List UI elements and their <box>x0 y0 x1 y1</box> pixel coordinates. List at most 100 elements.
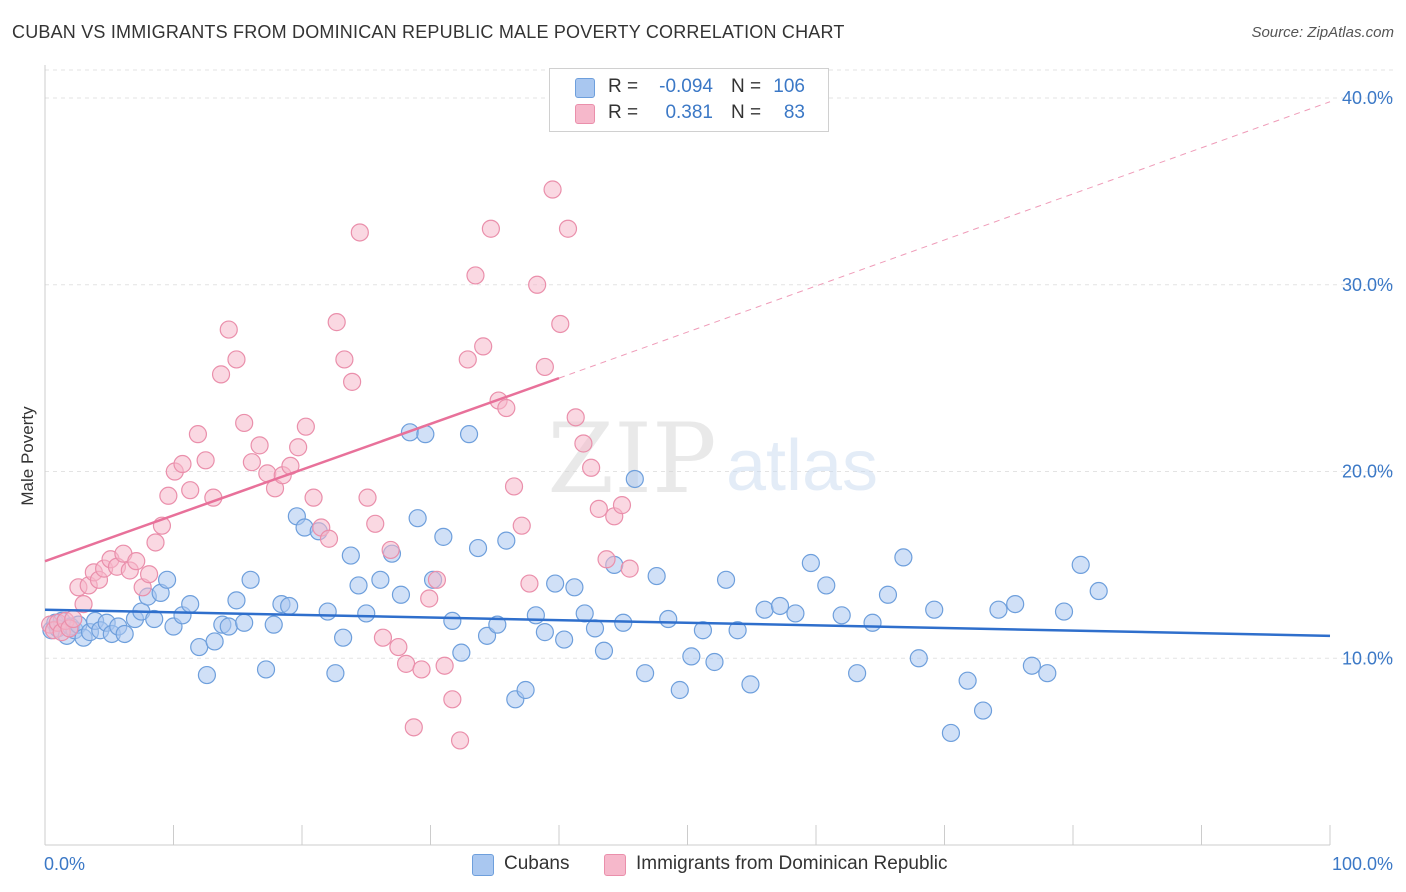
point-cubans <box>115 624 134 644</box>
point-cubans <box>516 680 535 700</box>
bottom-legend-swatch-dominican <box>604 854 626 876</box>
point-dominican <box>512 516 531 535</box>
point-cubans <box>219 617 238 636</box>
point-cubans <box>326 664 345 683</box>
point-cubans <box>477 626 497 645</box>
point-dominican <box>235 413 254 433</box>
trend-line-dominican-extension <box>558 101 1331 379</box>
point-dominican <box>296 417 315 436</box>
point-dominican <box>481 219 500 238</box>
point-dominican <box>497 398 516 418</box>
point-dominican <box>504 477 524 496</box>
point-cubans <box>741 675 760 694</box>
point-cubans <box>241 570 260 589</box>
point-cubans <box>371 570 390 589</box>
point-cubans <box>958 671 977 690</box>
point-cubans <box>728 621 747 640</box>
point-cubans <box>863 613 882 632</box>
point-cubans <box>848 664 867 683</box>
point-dominican <box>211 365 231 384</box>
point-cubans <box>264 615 283 634</box>
point-cubans <box>989 600 1008 619</box>
point-dominican <box>64 609 83 629</box>
x-tick-label: 0.0% <box>44 854 85 874</box>
point-cubans <box>693 621 713 640</box>
legend-row-cubans: R = -0.094 N = 106 <box>550 74 828 100</box>
point-dominican <box>127 552 146 571</box>
point-cubans <box>526 606 545 625</box>
point-dominican <box>589 499 608 518</box>
point-dominican <box>597 550 616 569</box>
point-dominican <box>335 350 354 369</box>
point-cubans <box>801 553 820 573</box>
trend-line-cubans <box>44 608 1331 638</box>
point-cubans <box>349 576 368 595</box>
point-cubans <box>535 623 554 642</box>
trend-lines <box>44 101 1331 638</box>
point-dominican <box>520 574 539 593</box>
point-cubans <box>625 469 644 489</box>
legend-swatch-dominican <box>575 104 595 124</box>
point-dominican <box>574 434 593 453</box>
tick-labels: 10.0% 20.0% 30.0% 40.0% 0.0% 100.0% <box>44 88 1393 874</box>
point-dominican <box>528 275 547 294</box>
point-dominican <box>450 731 470 750</box>
point-dominican <box>427 570 447 589</box>
legend-r-value: -0.094 <box>659 76 713 97</box>
point-dominican <box>304 488 323 507</box>
point-cubans <box>635 664 655 683</box>
point-cubans <box>334 628 353 647</box>
point-cubans <box>575 604 594 623</box>
point-dominican <box>558 219 578 238</box>
point-dominican <box>381 540 400 560</box>
point-dominican <box>219 320 238 339</box>
y-tick-label: 40.0% <box>1342 88 1393 108</box>
bottom-legend-swatch-cubans <box>472 854 494 876</box>
point-dominican <box>373 628 393 647</box>
point-dominican <box>327 313 346 332</box>
point-dominican <box>181 481 200 500</box>
point-dominican <box>582 458 601 477</box>
point-cubans <box>755 600 774 619</box>
point-cubans <box>497 531 516 550</box>
point-cubans <box>941 723 961 743</box>
point-dominican <box>146 533 165 552</box>
point-cubans <box>546 574 565 593</box>
point-cubans <box>909 649 928 668</box>
point-cubans <box>357 604 376 623</box>
scatter-points <box>41 180 1108 750</box>
point-dominican <box>620 559 639 578</box>
point-dominican <box>159 486 178 505</box>
point-cubans <box>878 585 898 604</box>
point-dominican <box>319 529 339 548</box>
point-dominican <box>443 690 462 709</box>
legend-n-value: 106 <box>773 76 805 97</box>
point-cubans <box>1022 656 1041 675</box>
source-label: Source: ZipAtlas.com <box>1251 24 1394 41</box>
legend-row-dominican: R = 0.381 N = 83 <box>550 100 828 126</box>
legend-r-value: 0.381 <box>665 102 713 123</box>
point-dominican <box>188 425 208 444</box>
legend-n-label: N = <box>731 76 762 97</box>
point-cubans <box>459 425 479 444</box>
point-dominican <box>389 637 408 657</box>
point-cubans <box>145 609 164 629</box>
point-dominican <box>420 589 439 608</box>
point-dominican <box>412 660 431 679</box>
legend-n-value: 83 <box>783 102 805 123</box>
point-cubans <box>832 606 851 625</box>
point-cubans <box>1089 581 1108 601</box>
point-dominican <box>566 408 585 427</box>
point-cubans <box>786 604 805 623</box>
point-dominican <box>435 656 454 675</box>
legend: R = -0.094 N = 106 R = 0.381 N = 83 <box>549 68 829 132</box>
trend-line-dominican <box>44 376 560 563</box>
point-cubans <box>391 585 411 604</box>
point-cubans <box>705 652 724 672</box>
point-cubans <box>670 680 689 700</box>
point-cubans <box>181 594 200 614</box>
point-dominican <box>396 654 416 673</box>
point-cubans <box>1006 594 1025 614</box>
watermark-atlas: atlas <box>726 426 878 506</box>
legend-r-label: R = <box>608 76 639 97</box>
